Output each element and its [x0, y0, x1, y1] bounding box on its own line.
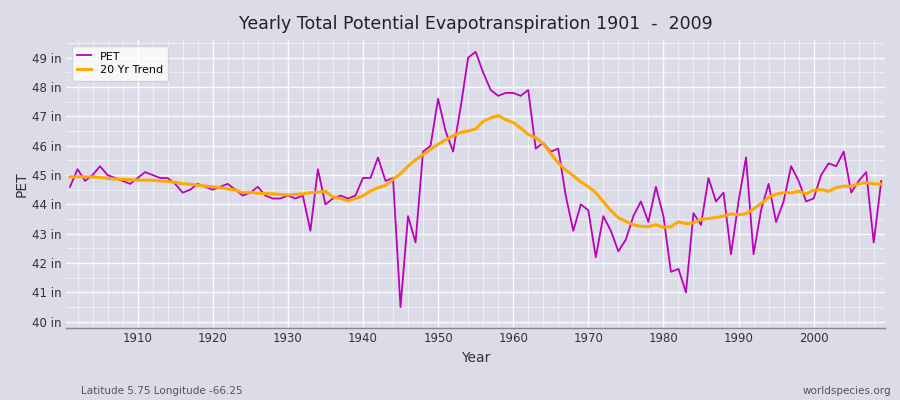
Line: 20 Yr Trend: 20 Yr Trend	[70, 116, 881, 227]
PET	[523, 88, 534, 92]
PET	[613, 249, 624, 254]
Line: PET: PET	[70, 52, 881, 307]
Legend: PET, 20 Yr Trend: PET, 20 Yr Trend	[72, 46, 168, 81]
Y-axis label: PET: PET	[15, 171, 29, 197]
20 Yr Trend	[658, 225, 669, 230]
20 Yr Trend	[493, 113, 504, 118]
PET	[335, 193, 346, 198]
20 Yr Trend	[508, 120, 518, 125]
PET	[125, 182, 136, 186]
20 Yr Trend	[606, 208, 616, 213]
20 Yr Trend	[876, 182, 886, 186]
PET	[470, 50, 481, 54]
PET	[516, 94, 526, 98]
Title: Yearly Total Potential Evapotranspiration 1901  -  2009: Yearly Total Potential Evapotranspiratio…	[238, 15, 713, 33]
20 Yr Trend	[125, 177, 136, 182]
PET	[395, 305, 406, 310]
X-axis label: Year: Year	[461, 351, 491, 365]
PET	[65, 184, 76, 189]
20 Yr Trend	[335, 196, 346, 201]
PET	[876, 178, 886, 183]
20 Yr Trend	[516, 126, 526, 130]
PET	[290, 196, 301, 201]
Text: worldspecies.org: worldspecies.org	[803, 386, 891, 396]
Text: Latitude 5.75 Longitude -66.25: Latitude 5.75 Longitude -66.25	[81, 386, 243, 396]
20 Yr Trend	[290, 192, 301, 197]
20 Yr Trend	[65, 174, 76, 179]
